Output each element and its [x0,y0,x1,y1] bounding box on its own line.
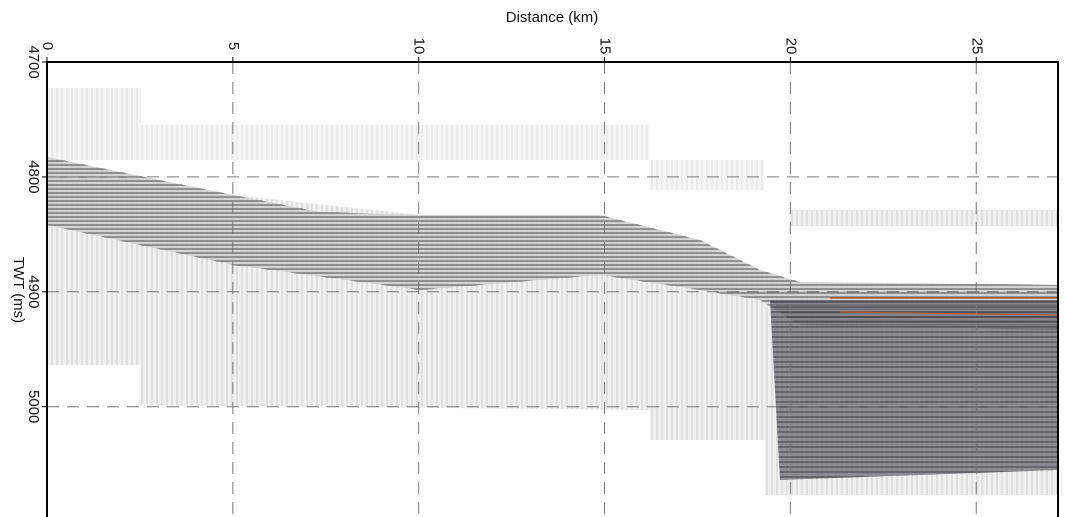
x-tick-label: 10 [411,38,428,55]
x-tick-label: 5 [225,42,242,50]
grid [47,62,1058,517]
y-tick-label: 4800 [25,160,42,193]
frame [46,61,1059,517]
y-axis-title: TWT (ms) [10,257,27,323]
y-tick-label: 4900 [25,275,42,308]
x-tick-label: 0 [39,42,56,50]
x-axis-title: Distance (km) [506,9,599,26]
x-tick-label: 15 [597,38,614,55]
x-tick-label: 20 [782,38,799,55]
seismic-image [47,88,1059,495]
y-tick-label: 5000 [25,390,42,423]
y-tick-label: 4700 [25,45,42,78]
x-tick-label: 25 [968,38,985,55]
